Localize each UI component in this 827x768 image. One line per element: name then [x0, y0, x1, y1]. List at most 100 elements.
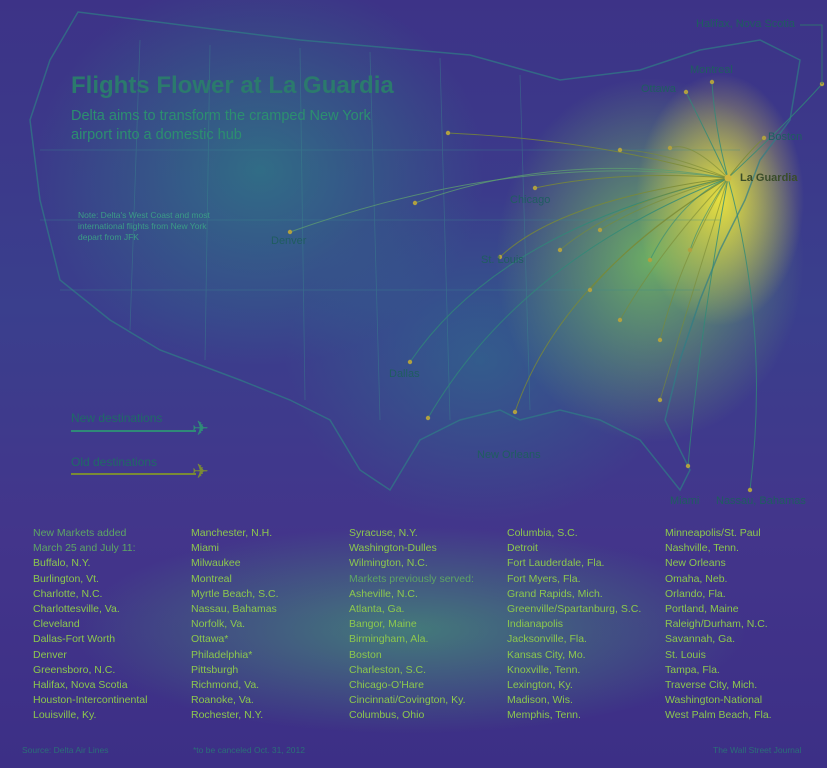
destination-list-item: March 25 and July 11:: [33, 542, 136, 555]
destination-list-item: Halifax, Nova Scotia: [33, 679, 128, 692]
destination-list-item: Washington-Dulles: [349, 542, 437, 555]
city-label-laguardia: La Guardia: [740, 172, 798, 184]
destination-list-item: Markets previously served:: [349, 572, 474, 585]
destination-list-item: Buffalo, N.Y.: [33, 557, 91, 570]
destination-list-item: Orlando, Fla.: [665, 587, 726, 600]
city-label-ottawa: Ottawa: [641, 83, 676, 95]
city-label-boston: Boston: [768, 131, 803, 143]
destination-list-item: Indianapolis: [507, 618, 564, 631]
destination-dots: [287, 79, 825, 493]
plane-icon-new: ✈: [192, 418, 209, 440]
destination-list-item: Asheville, N.C.: [349, 587, 418, 600]
city-label-stlouis: St. Louis: [481, 254, 524, 266]
destination-list-item: Dallas-Fort Worth: [33, 633, 116, 646]
legend-old-line: [71, 473, 196, 475]
destination-list-item: Charlottesville, Va.: [33, 603, 120, 616]
destination-list-item: St. Louis: [665, 648, 706, 661]
destination-list-item: Tampa, Fla.: [665, 663, 720, 676]
destination-list-item: Wilmington, N.C.: [349, 557, 428, 570]
destination-list-item: Fort Lauderdale, Fla.: [507, 557, 605, 570]
destination-list-item: Knoxville, Tenn.: [507, 663, 581, 676]
destination-list-item: Kansas City, Mo.: [507, 648, 586, 661]
destination-list-item: Lexington, Ky.: [507, 679, 573, 692]
destination-list-item: Pittsburgh: [191, 663, 239, 676]
us-outline: [29, 11, 801, 492]
destination-list-item: Manchester, N.H.: [191, 527, 273, 539]
city-label-montreal: Montreal: [690, 64, 733, 76]
destination-list-item: Savannah, Ga.: [665, 633, 736, 646]
source-note: Source: Delta Air Lines: [22, 745, 109, 755]
publisher-credit: The Wall Street Journal: [713, 745, 802, 755]
destination-list-item: Portland, Maine: [665, 603, 739, 616]
destination-list-item: Houston-Intercontinental: [33, 694, 148, 707]
city-label-chicago: Chicago: [510, 194, 551, 206]
destinations-column-4: Columbia, S.C. Detroit Fort Lauderdale, Fl…: [507, 526, 641, 724]
destination-list-item: Chicago-O'Hare: [349, 679, 424, 692]
destination-list-item: Cincinnati/Covington, Ky.: [349, 694, 466, 707]
destination-list-item: Greenville/Spartanburg, S.C.: [507, 603, 642, 616]
destination-list-item: Birmingham, Ala.: [349, 633, 429, 646]
destination-list-item: Richmond, Va.: [191, 679, 260, 692]
destination-list-item: Fort Myers, Fla.: [507, 572, 581, 585]
destination-list-item: Rochester, N.Y.: [191, 709, 264, 722]
destination-list-item: Ottawa*: [191, 633, 229, 646]
legend-new-label: New destinations: [71, 411, 163, 425]
destinations-column-1: New Markets added March 25 and July 11: Bu…: [33, 526, 147, 724]
city-label-dallas: Dallas: [389, 368, 420, 380]
destination-list-item: West Palm Beach, Fla.: [665, 709, 772, 722]
destination-list-item: Greensboro, N.C.: [33, 663, 116, 676]
destination-list-item: Grand Rapids, Mich.: [507, 587, 603, 600]
destination-list-item: Norfolk, Va.: [191, 618, 246, 631]
city-label-halifax: Halifax, Nova Scotia: [696, 18, 796, 30]
destination-list-item: Miami: [191, 542, 219, 555]
destination-list-item: New Markets added: [33, 527, 127, 539]
destination-list-item: Roanoke, Va.: [191, 694, 254, 707]
destination-list-item: Louisville, Ky.: [33, 709, 97, 722]
destinations-column-2: Manchester, N.H. Miami Milwaukee Montreal My…: [191, 526, 279, 724]
routes: [289, 81, 823, 491]
state-borders: [40, 39, 740, 421]
legend-old-label: Old destinations: [71, 455, 158, 469]
destination-list-item: Milwaukee: [191, 557, 241, 570]
destination-list-item: Columbia, S.C.: [507, 527, 578, 539]
destination-list-item: Columbus, Ohio: [349, 709, 425, 722]
destination-list-item: Charleston, S.C.: [349, 663, 427, 676]
destinations-column-5: Minneapolis/St. Paul Nashville, Tenn. New …: [665, 526, 772, 724]
destination-list-item: Raleigh/Durham, N.C.: [665, 618, 768, 631]
destination-list-item: Denver: [33, 648, 67, 661]
city-label-miami: Miami: [670, 495, 700, 507]
destination-list-item: Burlington, Vt.: [33, 572, 99, 585]
legend-new-line: [71, 430, 196, 432]
city-label-nassau: Nassau, Bahamas: [716, 495, 806, 507]
destination-list-item: Minneapolis/St. Paul: [665, 527, 761, 539]
footnote: *to be canceled Oct. 31, 2012: [193, 745, 305, 755]
halifax-leader: [800, 24, 823, 84]
destination-list-item: Omaha, Neb.: [665, 572, 728, 585]
destination-list-item: Washington-National: [665, 694, 763, 707]
page-title: Flights Flower at La Guardia: [71, 72, 394, 99]
destination-list-item: Myrtle Beach, S.C.: [191, 587, 279, 600]
destination-list-item: Detroit: [507, 542, 538, 555]
destination-list-item: Atlanta, Ga.: [349, 603, 405, 616]
destination-list-item: Syracuse, N.Y.: [349, 527, 418, 539]
destination-list-item: Boston: [349, 648, 382, 661]
destination-list-item: New Orleans: [665, 557, 726, 570]
page-subtitle: Delta aims to transform the cramped New …: [71, 108, 371, 143]
destination-list-item: Traverse City, Mich.: [665, 679, 758, 692]
destination-list-item: Montreal: [191, 572, 232, 585]
destinations-column-3: Syracuse, N.Y. Washington-Dulles Wilmingto…: [349, 526, 474, 724]
destination-list-item: Philadelphia*: [191, 648, 253, 661]
map-note: Note: Delta's West Coast and most intern…: [78, 210, 210, 242]
destination-list-item: Memphis, Tenn.: [507, 709, 581, 722]
destination-list-item: Jacksonville, Fla.: [507, 633, 587, 646]
city-label-neworleans: New Orleans: [477, 449, 541, 461]
destination-list-item: Charlotte, N.C.: [33, 587, 103, 600]
destination-list-item: Madison, Wis.: [507, 694, 573, 707]
destination-list-item: Bangor, Maine: [349, 618, 417, 631]
destination-list-item: Nassau, Bahamas: [191, 603, 277, 616]
plane-icon-old: ✈: [192, 461, 209, 483]
destination-list-item: Nashville, Tenn.: [665, 542, 739, 555]
city-label-denver: Denver: [271, 235, 307, 247]
